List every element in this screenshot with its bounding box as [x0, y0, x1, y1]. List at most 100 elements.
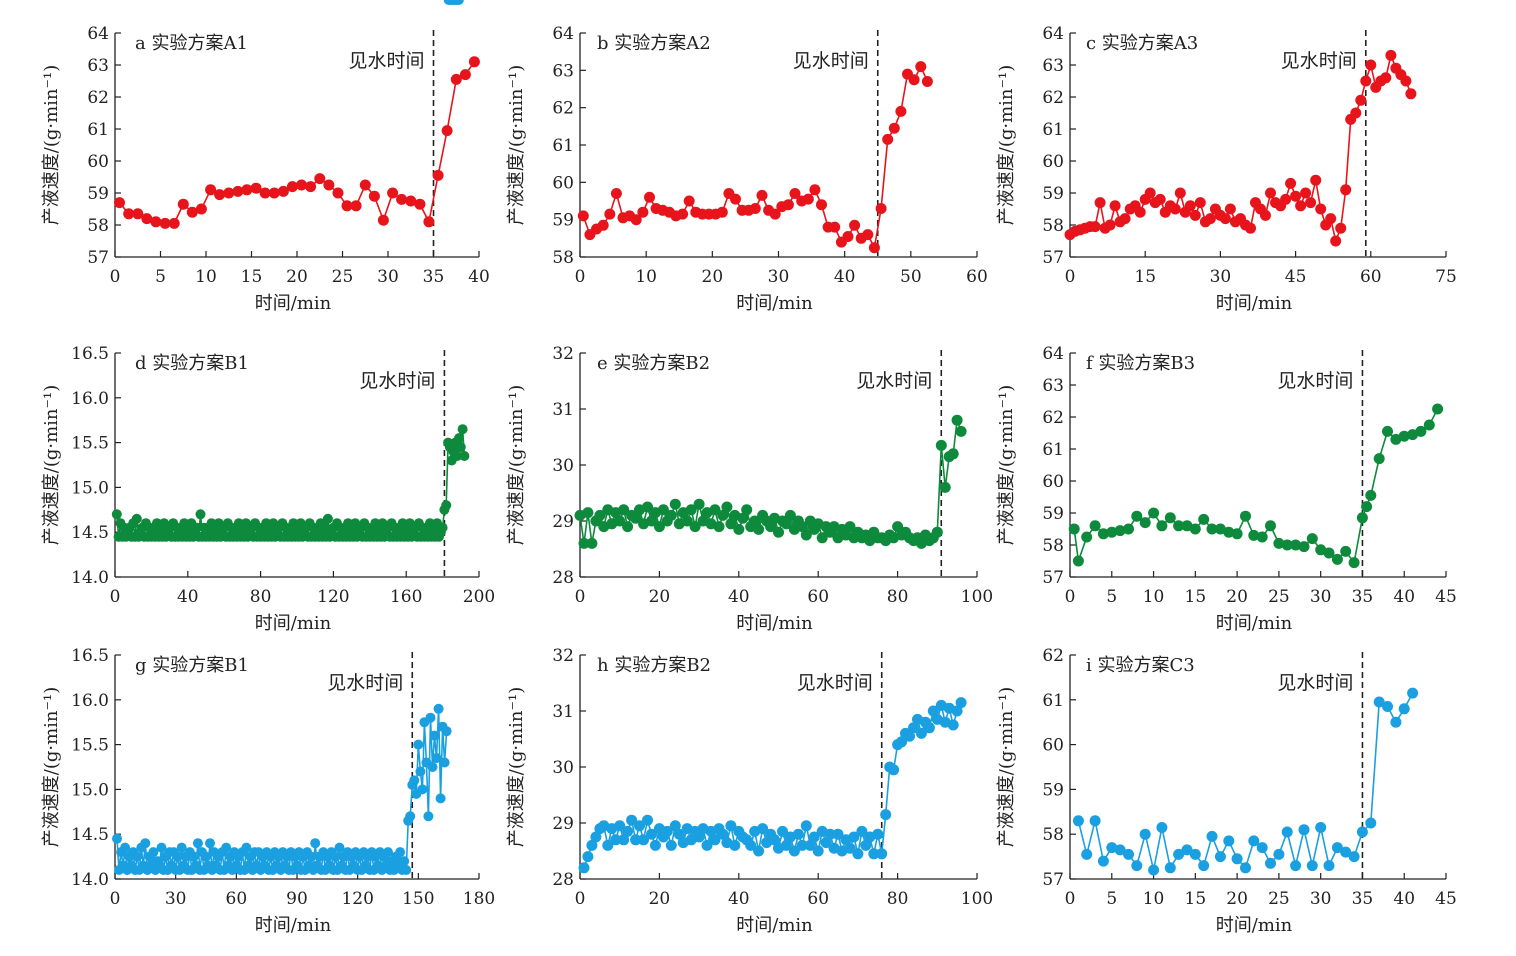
data-point [939, 481, 951, 493]
x-tick-label: 40 [728, 889, 750, 909]
data-point [401, 865, 412, 875]
data-point [322, 513, 333, 524]
data-point [188, 851, 199, 862]
data-point [150, 216, 162, 228]
data-point [653, 521, 665, 533]
y-tick-label: 61 [1042, 120, 1064, 140]
breakthrough-label: 见水时间 [1277, 672, 1353, 694]
breakthrough-label: 见水时间 [348, 50, 424, 72]
data-point [630, 214, 642, 226]
y-tick-label: 30 [552, 758, 574, 778]
x-tick-label: 120 [317, 587, 349, 607]
data-point [1340, 545, 1352, 557]
data-point [1432, 403, 1444, 415]
breakthrough-label: 见水时间 [1281, 50, 1357, 72]
data-point [241, 184, 253, 196]
y-axis-title: 产液速度/(g·min⁻¹) [41, 687, 62, 848]
data-point [730, 193, 741, 205]
data-point [876, 848, 888, 860]
data-point [1097, 528, 1109, 540]
data-point [1089, 815, 1101, 827]
data-point [1256, 842, 1268, 854]
data-point [1173, 848, 1185, 860]
breakthrough-label: 见水时间 [1277, 370, 1353, 392]
data-point [812, 845, 824, 857]
data-point [168, 217, 180, 229]
data-point [399, 856, 410, 867]
panel-title: d 实验方案B1 [135, 353, 249, 374]
data-point [868, 242, 880, 254]
y-tick-label: 61 [87, 120, 109, 140]
data-point [1273, 848, 1285, 860]
panel-title: h 实验方案B2 [597, 655, 711, 676]
data-point [1298, 824, 1310, 836]
x-tick-label: 80 [887, 889, 909, 909]
data-point [796, 839, 808, 851]
x-tick-label: 100 [961, 889, 993, 909]
data-point [332, 187, 344, 199]
data-point [1280, 193, 1292, 205]
x-tick-label: 35 [1352, 587, 1374, 607]
x-tick-label: 80 [250, 587, 272, 607]
data-point [642, 814, 653, 826]
data-point [745, 839, 757, 851]
data-point [1156, 520, 1168, 532]
data-point [721, 501, 733, 513]
x-tick-label: 45 [1435, 587, 1457, 607]
y-tick-label: 60 [87, 152, 109, 172]
data-point [1219, 213, 1231, 225]
data-point [951, 414, 963, 426]
data-point [769, 208, 781, 220]
y-axis-title: 产液速度/(g·min⁻¹) [996, 687, 1017, 848]
data-point [1290, 190, 1302, 202]
data-point [683, 195, 695, 207]
data-point [1265, 520, 1276, 532]
x-tick-label: 80 [887, 587, 909, 607]
data-point [927, 705, 939, 717]
data-point [717, 828, 729, 840]
data-point [777, 825, 788, 837]
data-point [1169, 203, 1181, 215]
y-tick-label: 57 [1042, 870, 1064, 890]
x-tick-label: 40 [728, 587, 750, 607]
data-point [642, 501, 653, 513]
data-point [729, 839, 741, 851]
x-axis-title: 时间/min [255, 613, 332, 634]
data-point [1189, 209, 1201, 221]
x-tick-label: 0 [1065, 267, 1076, 287]
data-point [415, 766, 426, 777]
y-tick-label: 29 [552, 814, 574, 834]
data-point [1123, 848, 1134, 860]
data-point [409, 775, 420, 786]
data-point [1340, 184, 1352, 196]
data-point [1398, 430, 1410, 442]
data-point [195, 509, 206, 520]
y-tick-label: 63 [1042, 376, 1064, 396]
data-point [305, 181, 317, 193]
data-point [816, 532, 828, 544]
data-point [1109, 200, 1121, 212]
data-point [1290, 860, 1302, 872]
x-tick-label: 60 [966, 267, 988, 287]
data-point [1365, 489, 1377, 501]
x-axis-title: 时间/min [736, 613, 813, 634]
data-point [1295, 200, 1307, 212]
data-point [1380, 72, 1392, 84]
y-tick-label: 15.0 [71, 780, 109, 800]
x-tick-label: 0 [1065, 587, 1076, 607]
data-point [433, 703, 444, 714]
data-point [1340, 846, 1352, 858]
y-tick-label: 63 [87, 56, 109, 76]
x-tick-label: 90 [286, 889, 308, 909]
y-tick-label: 31 [552, 400, 574, 420]
data-point [693, 831, 705, 843]
data-point [132, 208, 144, 220]
data-point [1139, 828, 1151, 840]
data-point [112, 833, 122, 844]
breakthrough-label: 见水时间 [327, 672, 403, 694]
y-tick-label: 16.5 [71, 646, 109, 666]
panel-a: 57 58 59 60 61 62 63 64 0 5 10 15 20 25 30 35 40 时间/min 产液… [41, 24, 490, 314]
data-point [1415, 425, 1427, 437]
data-point [1204, 213, 1216, 225]
data-point [131, 513, 142, 524]
